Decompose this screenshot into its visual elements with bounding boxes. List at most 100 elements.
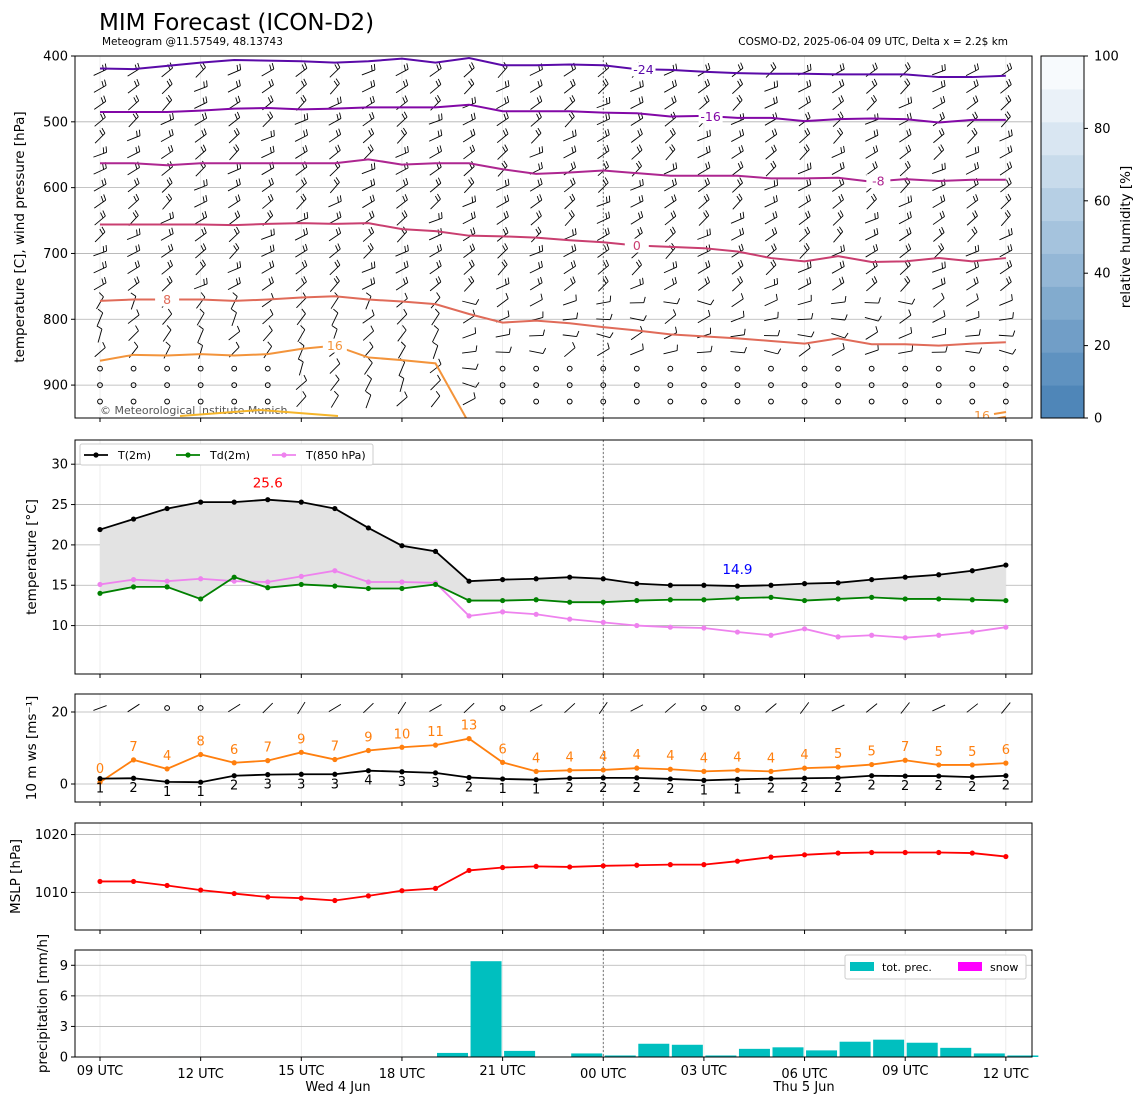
wind-barb-staff <box>564 348 575 357</box>
wind-barb-flag <box>471 276 474 281</box>
data-point <box>634 598 639 603</box>
wind-barb-flag <box>839 128 842 133</box>
wind-barb-staff <box>531 216 542 225</box>
wind-barb <box>129 326 139 341</box>
data-point <box>970 775 975 780</box>
data-point <box>802 766 807 771</box>
data-point <box>802 776 807 781</box>
wind-barb-flag <box>774 180 775 186</box>
calm-wind-marker <box>232 366 237 371</box>
wind-barb <box>866 326 878 339</box>
wind-barb-flag <box>542 245 543 251</box>
data-point <box>601 600 606 605</box>
wind-barb-flag <box>334 81 337 86</box>
wind-barb-staff <box>632 150 642 159</box>
wind-barb-flag <box>237 164 238 170</box>
wind-barb-flag <box>505 196 506 202</box>
wind-barb-flag <box>539 147 540 153</box>
data-label: 11 <box>427 725 444 740</box>
wind-barb-staff <box>362 86 375 92</box>
wind-barb-flag <box>372 263 373 269</box>
wind-barb <box>432 325 438 342</box>
wind-barb-flag <box>570 196 573 201</box>
colorbar-segment <box>1041 155 1084 188</box>
wind-barb-flag <box>471 177 474 182</box>
wind-barb-flag <box>606 114 607 120</box>
wind-barb-flag <box>912 299 915 304</box>
data-label: 2 <box>633 781 641 796</box>
mslp-point <box>1003 854 1008 859</box>
wind-barb-staff <box>664 283 676 290</box>
wind-barb-flag <box>471 229 473 235</box>
wind-barb-flag <box>133 213 136 218</box>
wind-barb-flag <box>806 243 809 248</box>
wind-barb-flag <box>908 161 911 166</box>
wind-barb-flag <box>976 277 978 283</box>
calm-wind-marker <box>534 399 539 404</box>
wind-barb-staff <box>330 166 340 176</box>
wind-barb-flag <box>871 196 874 201</box>
wind-barb <box>966 245 979 256</box>
data-label: 1 <box>96 782 104 797</box>
wind-barb-flag <box>605 130 607 136</box>
data-label: 1 <box>197 785 205 800</box>
wind-barb-flag <box>974 81 976 87</box>
wind-barb <box>596 314 612 320</box>
wind-barb <box>934 145 944 160</box>
wind-barb <box>330 177 339 193</box>
wind-barb-flag <box>539 164 540 170</box>
wind-barb <box>731 129 743 141</box>
wind-barb-flag <box>273 146 274 152</box>
wind-barb-flag <box>876 244 878 250</box>
wind-barb-staff <box>631 332 642 340</box>
wind-barb <box>328 195 341 207</box>
mslp-point <box>232 891 237 896</box>
wind-barb-staff <box>464 166 474 175</box>
wind-barb <box>932 277 945 289</box>
wind-barb <box>162 260 173 274</box>
wind-barb-flag <box>303 246 305 252</box>
wind-barb-flag <box>772 147 775 152</box>
data-point <box>534 612 539 617</box>
data-point <box>399 543 404 548</box>
wind-barb <box>364 145 374 160</box>
wind-barb-staff <box>733 199 742 209</box>
wind-barb <box>631 195 643 207</box>
wind-barb-flag <box>640 279 641 285</box>
wind-barb-flag <box>607 244 609 250</box>
data-point <box>500 776 505 781</box>
wind-barb <box>732 178 742 193</box>
data-label: 1 <box>733 782 741 797</box>
wind-barb-staff <box>363 232 374 241</box>
wind-barb-flag <box>840 210 843 215</box>
wind-barb <box>664 277 676 290</box>
wind-barb <box>161 228 173 241</box>
wind-barb <box>932 262 945 273</box>
wind-barb-flag <box>810 179 811 185</box>
wind-barb-flag <box>504 161 507 166</box>
data-point <box>198 500 203 505</box>
wind-barb-flag <box>707 194 710 199</box>
wind-barb-staff <box>932 70 945 75</box>
wind-barb-flag <box>843 162 844 168</box>
data-point <box>265 497 270 502</box>
wind-barb-flag <box>875 63 877 69</box>
wind-barb-flag <box>839 196 841 201</box>
wind-barb-flag <box>807 81 808 87</box>
wind-barb <box>564 260 576 273</box>
mslp-point <box>332 898 337 903</box>
wind-barb-flag <box>238 96 240 102</box>
wind-barb-flag <box>307 113 308 119</box>
wind-barb <box>463 113 475 125</box>
wind-barb-flag <box>604 163 607 168</box>
wind-barb-flag <box>674 96 676 102</box>
time-tick-label: 15 UTC <box>278 1064 324 1079</box>
wind-barb-flag <box>201 292 205 297</box>
wind-barb-flag <box>805 213 807 219</box>
wind-barb <box>329 129 341 143</box>
wind-barb <box>298 359 303 376</box>
wind-barb-flag <box>203 243 206 248</box>
data-point <box>97 776 102 781</box>
wind-barb <box>332 309 338 326</box>
wind-barb-flag <box>877 228 878 234</box>
